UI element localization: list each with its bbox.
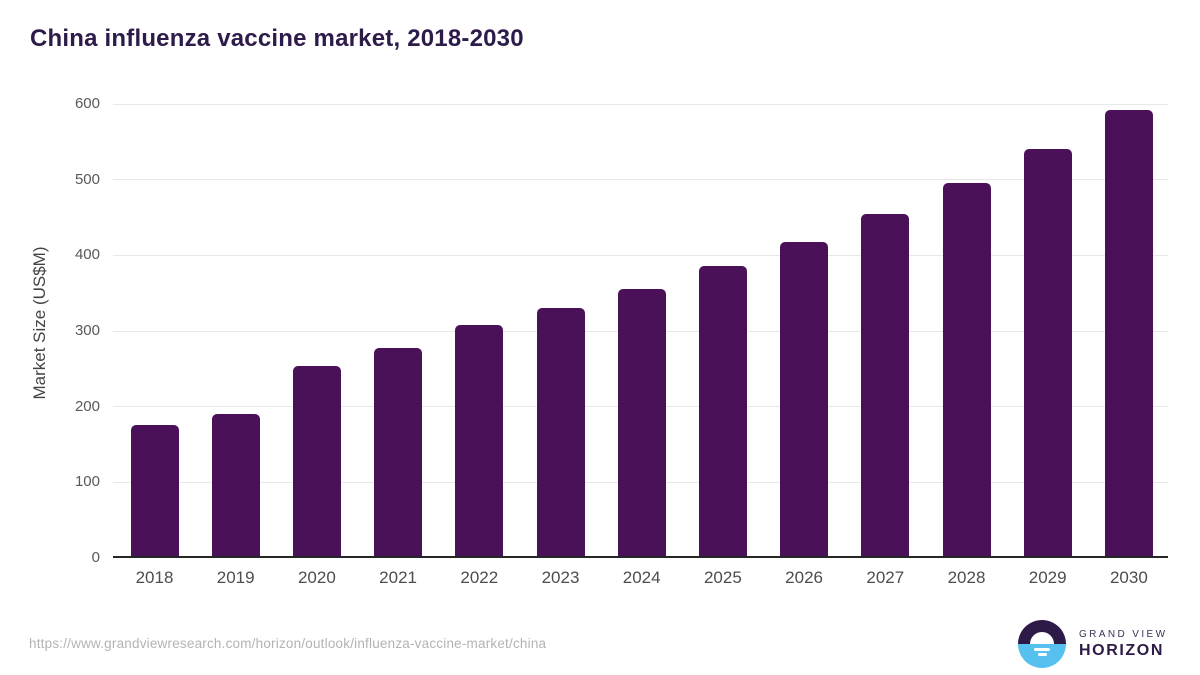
bar-2026[interactable] (780, 241, 829, 558)
x-tick-label-2018: 2018 (135, 568, 174, 587)
logo-text-horizon: HORIZON (1079, 641, 1164, 659)
sun-reflection-bar-wide (1034, 647, 1050, 651)
grand-view-horizon-logo: GRAND VIEW HORIZON (1018, 620, 1167, 668)
sun-reflection-bar-narrow (1037, 653, 1047, 657)
x-tick-label-2026: 2026 (785, 568, 823, 587)
y-tick-label-600: 600 (74, 95, 100, 112)
gridline-500 (113, 179, 1168, 181)
bar-2027[interactable] (861, 214, 910, 558)
y-tick-label-100: 100 (74, 473, 100, 491)
x-tick-label-2020: 2020 (297, 568, 336, 587)
bar-2019[interactable] (211, 414, 260, 558)
y-tick-label-500: 500 (74, 170, 100, 188)
bar-2030[interactable] (1104, 110, 1153, 558)
logo-wordmark: GRAND VIEW HORIZON (1079, 629, 1167, 660)
y-tick-label-0: 0 (91, 549, 100, 566)
bar-2021[interactable] (374, 347, 423, 558)
x-tick-label-2021: 2021 (379, 568, 417, 587)
y-tick-label-300: 300 (74, 322, 100, 339)
gridline-400 (113, 254, 1168, 256)
bar-2028[interactable] (942, 182, 991, 558)
source-url: https://www.grandviewresearch.com/horizo… (29, 636, 547, 651)
x-tick-label-2019: 2019 (216, 568, 255, 587)
bar-2022[interactable] (455, 324, 504, 558)
x-tick-label-2028: 2028 (947, 568, 986, 587)
bar-2018[interactable] (130, 424, 179, 558)
x-tick-label-2029: 2029 (1028, 568, 1067, 587)
y-tick-label-200: 200 (74, 397, 100, 415)
horizon-sunrise-icon (1018, 620, 1066, 668)
x-tick-label-2023: 2023 (541, 568, 580, 587)
x-tick-label-2024: 2024 (622, 568, 661, 587)
chart-title: China influenza vaccine market, 2018-203… (30, 25, 524, 52)
x-tick-label-2027: 2027 (866, 568, 905, 587)
bar-2023[interactable] (536, 308, 585, 558)
y-tick-label-400: 400 (74, 246, 100, 264)
bar-2029[interactable] (1023, 148, 1072, 558)
x-tick-label-2030: 2030 (1109, 568, 1148, 587)
logo-text-grand-view: GRAND VIEW (1079, 628, 1168, 640)
bar-2024[interactable] (617, 288, 666, 558)
bar-2025[interactable] (698, 265, 747, 558)
bar-2020[interactable] (292, 365, 341, 558)
gridline-600 (113, 103, 1168, 105)
sun-dome-shape (1030, 632, 1054, 644)
x-tick-label-2025: 2025 (703, 568, 742, 587)
x-tick-label-2022: 2022 (460, 568, 499, 587)
x-axis-line (113, 556, 1168, 558)
